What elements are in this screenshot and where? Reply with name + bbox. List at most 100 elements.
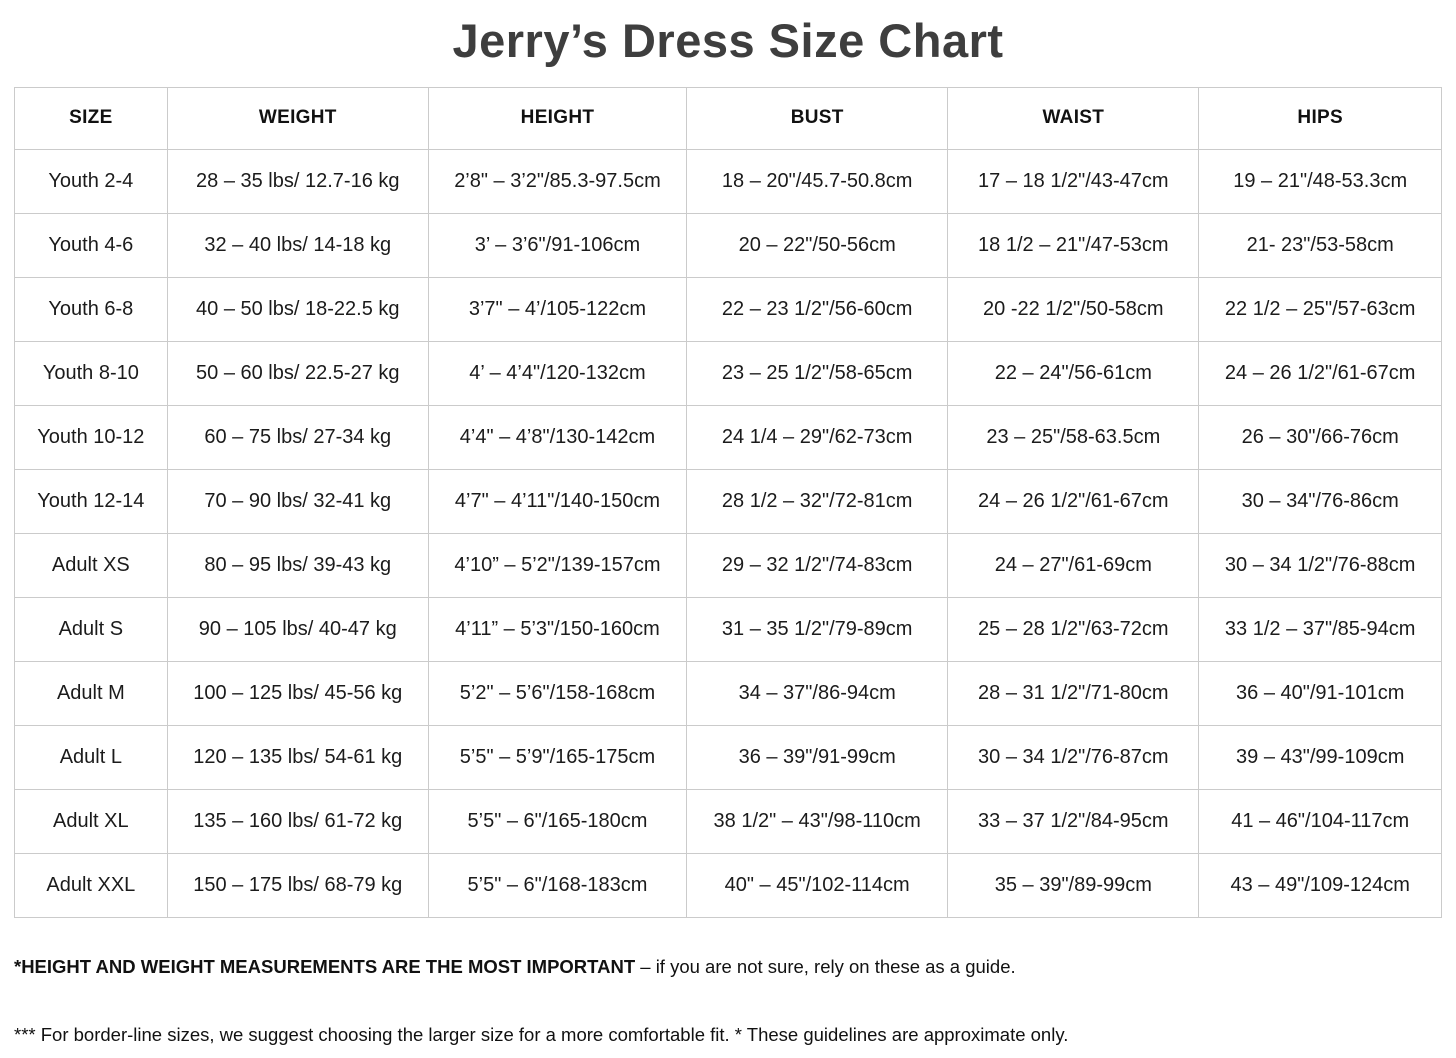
column-header-size: SIZE <box>14 86 168 150</box>
cell-waist: 24 – 26 1/2"/61-67cm <box>947 468 1200 534</box>
cell-waist: 18 1/2 – 21"/47-53cm <box>947 212 1200 278</box>
cell-size: Adult S <box>14 596 168 662</box>
cell-size: Youth 12-14 <box>14 468 168 534</box>
cell-bust: 34 – 37"/86-94cm <box>686 660 949 726</box>
cell-bust: 28 1/2 – 32"/72-81cm <box>686 468 949 534</box>
table-row: Youth 4-6 32 – 40 lbs/ 14-18 kg 3’ – 3’6"/… <box>14 212 1442 278</box>
cell-bust: 18 – 20"/45.7-50.8cm <box>686 148 949 214</box>
cell-size: Youth 10-12 <box>14 404 168 470</box>
cell-waist: 22 – 24"/56-61cm <box>947 340 1200 406</box>
cell-waist: 20 -22 1/2"/50-58cm <box>947 276 1200 342</box>
table-header: SIZE WEIGHT HEIGHT BUST WAIST HIPS <box>14 86 1442 150</box>
cell-hips: 21- 23"/53-58cm <box>1198 212 1442 278</box>
cell-weight: 135 – 160 lbs/ 61-72 kg <box>166 788 429 854</box>
footnote-height-weight-rest: – if you are not sure, rely on these as … <box>635 955 1016 977</box>
cell-bust: 24 1/4 – 29"/62-73cm <box>686 404 949 470</box>
cell-hips: 30 – 34 1/2"/76-88cm <box>1198 532 1442 598</box>
cell-weight: 50 – 60 lbs/ 22.5-27 kg <box>166 340 429 406</box>
cell-size: Adult XL <box>14 788 168 854</box>
cell-size: Adult M <box>14 660 168 726</box>
cell-waist: 30 – 34 1/2"/76-87cm <box>947 724 1200 790</box>
column-header-weight: WEIGHT <box>166 86 429 150</box>
cell-size: Adult XS <box>14 532 168 598</box>
table-row: Adult XXL 150 – 175 lbs/ 68-79 kg 5’5" – 6… <box>14 852 1442 918</box>
cell-waist: 35 – 39"/89-99cm <box>947 852 1200 918</box>
column-header-hips: HIPS <box>1198 86 1442 150</box>
cell-waist: 33 – 37 1/2"/84-95cm <box>947 788 1200 854</box>
cell-size: Adult L <box>14 724 168 790</box>
size-chart-table: SIZE WEIGHT HEIGHT BUST WAIST HIPS Youth 2-4 2… <box>14 86 1442 918</box>
header-row: SIZE WEIGHT HEIGHT BUST WAIST HIPS <box>14 86 1442 150</box>
footnote-borderline: *** For border-line sizes, we suggest ch… <box>14 1023 1069 1045</box>
cell-height: 2’8" – 3’2"/85.3-97.5cm <box>427 148 688 214</box>
table-row: Youth 2-4 28 – 35 lbs/ 12.7-16 kg 2’8" – 3… <box>14 148 1442 214</box>
cell-size: Youth 8-10 <box>14 340 168 406</box>
cell-size: Youth 2-4 <box>14 148 168 214</box>
table-row: Adult XL 135 – 160 lbs/ 61-72 kg 5’5" – 6"… <box>14 788 1442 854</box>
cell-bust: 38 1/2" – 43"/98-110cm <box>686 788 949 854</box>
cell-weight: 100 – 125 lbs/ 45-56 kg <box>166 660 429 726</box>
column-header-waist: WAIST <box>947 86 1200 150</box>
table-row: Youth 12-14 70 – 90 lbs/ 32-41 kg 4’7" – 4… <box>14 468 1442 534</box>
table-row: Adult XS 80 – 95 lbs/ 39-43 kg 4’10” – 5’2… <box>14 532 1442 598</box>
cell-height: 3’7" – 4’/105-122cm <box>427 276 688 342</box>
cell-height: 5’2" – 5’6"/158-168cm <box>427 660 688 726</box>
cell-hips: 19 – 21"/48-53.3cm <box>1198 148 1442 214</box>
cell-height: 4’4" – 4’8"/130-142cm <box>427 404 688 470</box>
cell-waist: 25 – 28 1/2"/63-72cm <box>947 596 1200 662</box>
cell-weight: 28 – 35 lbs/ 12.7-16 kg <box>166 148 429 214</box>
cell-hips: 41 – 46"/104-117cm <box>1198 788 1442 854</box>
cell-height: 4’10” – 5’2"/139-157cm <box>427 532 688 598</box>
cell-size: Adult XXL <box>14 852 168 918</box>
cell-size: Youth 4-6 <box>14 212 168 278</box>
cell-weight: 32 – 40 lbs/ 14-18 kg <box>166 212 429 278</box>
cell-height: 3’ – 3’6"/91-106cm <box>427 212 688 278</box>
cell-hips: 26 – 30"/66-76cm <box>1198 404 1442 470</box>
footnote-height-weight-bold: *HEIGHT AND WEIGHT MEASUREMENTS ARE THE … <box>14 955 636 977</box>
cell-waist: 23 – 25"/58-63.5cm <box>947 404 1200 470</box>
table-body: Youth 2-4 28 – 35 lbs/ 12.7-16 kg 2’8" – 3… <box>14 148 1442 918</box>
cell-weight: 80 – 95 lbs/ 39-43 kg <box>166 532 429 598</box>
cell-weight: 60 – 75 lbs/ 27-34 kg <box>166 404 429 470</box>
cell-weight: 90 – 105 lbs/ 40-47 kg <box>166 596 429 662</box>
cell-waist: 24 – 27"/61-69cm <box>947 532 1200 598</box>
cell-size: Youth 6-8 <box>14 276 168 342</box>
column-header-height: HEIGHT <box>427 86 688 150</box>
cell-hips: 22 1/2 – 25"/57-63cm <box>1198 276 1442 342</box>
table-row: Youth 8-10 50 – 60 lbs/ 22.5-27 kg 4’ – 4’… <box>14 340 1442 406</box>
cell-weight: 120 – 135 lbs/ 54-61 kg <box>166 724 429 790</box>
cell-height: 5’5" – 5’9"/165-175cm <box>427 724 688 790</box>
page-title: Jerry’s Dress Size Chart <box>452 14 1004 67</box>
cell-weight: 40 – 50 lbs/ 18-22.5 kg <box>166 276 429 342</box>
cell-waist: 28 – 31 1/2"/71-80cm <box>947 660 1200 726</box>
cell-hips: 39 – 43"/99-109cm <box>1198 724 1442 790</box>
table-row: Youth 10-12 60 – 75 lbs/ 27-34 kg 4’4" – 4… <box>14 404 1442 470</box>
table-row: Youth 6-8 40 – 50 lbs/ 18-22.5 kg 3’7" – 4… <box>14 276 1442 342</box>
footnote-height-weight: *HEIGHT AND WEIGHT MEASUREMENTS ARE THE … <box>14 956 1456 978</box>
column-header-bust: BUST <box>686 86 949 150</box>
cell-height: 4’11” – 5’3"/150-160cm <box>427 596 688 662</box>
cell-bust: 22 – 23 1/2"/56-60cm <box>686 276 949 342</box>
cell-hips: 30 – 34"/76-86cm <box>1198 468 1442 534</box>
cell-bust: 36 – 39"/91-99cm <box>686 724 949 790</box>
table-row: Adult L 120 – 135 lbs/ 54-61 kg 5’5" – 5’9… <box>14 724 1442 790</box>
cell-weight: 150 – 175 lbs/ 68-79 kg <box>166 852 429 918</box>
cell-bust: 20 – 22"/50-56cm <box>686 212 949 278</box>
cell-bust: 31 – 35 1/2"/79-89cm <box>686 596 949 662</box>
cell-hips: 24 – 26 1/2"/61-67cm <box>1198 340 1442 406</box>
cell-weight: 70 – 90 lbs/ 32-41 kg <box>166 468 429 534</box>
cell-height: 5’5" – 6"/165-180cm <box>427 788 688 854</box>
cell-hips: 43 – 49"/109-124cm <box>1198 852 1442 918</box>
cell-height: 4’7" – 4’11"/140-150cm <box>427 468 688 534</box>
cell-hips: 36 – 40"/91-101cm <box>1198 660 1442 726</box>
table-row: Adult S 90 – 105 lbs/ 40-47 kg 4’11” – 5’3… <box>14 596 1442 662</box>
cell-height: 4’ – 4’4"/120-132cm <box>427 340 688 406</box>
cell-bust: 23 – 25 1/2"/58-65cm <box>686 340 949 406</box>
cell-hips: 33 1/2 – 37"/85-94cm <box>1198 596 1442 662</box>
cell-bust: 29 – 32 1/2"/74-83cm <box>686 532 949 598</box>
cell-waist: 17 – 18 1/2"/43-47cm <box>947 148 1200 214</box>
cell-bust: 40" – 45"/102-114cm <box>686 852 949 918</box>
table-row: Adult M 100 – 125 lbs/ 45-56 kg 5’2" – 5’6… <box>14 660 1442 726</box>
cell-height: 5’5" – 6"/168-183cm <box>427 852 688 918</box>
